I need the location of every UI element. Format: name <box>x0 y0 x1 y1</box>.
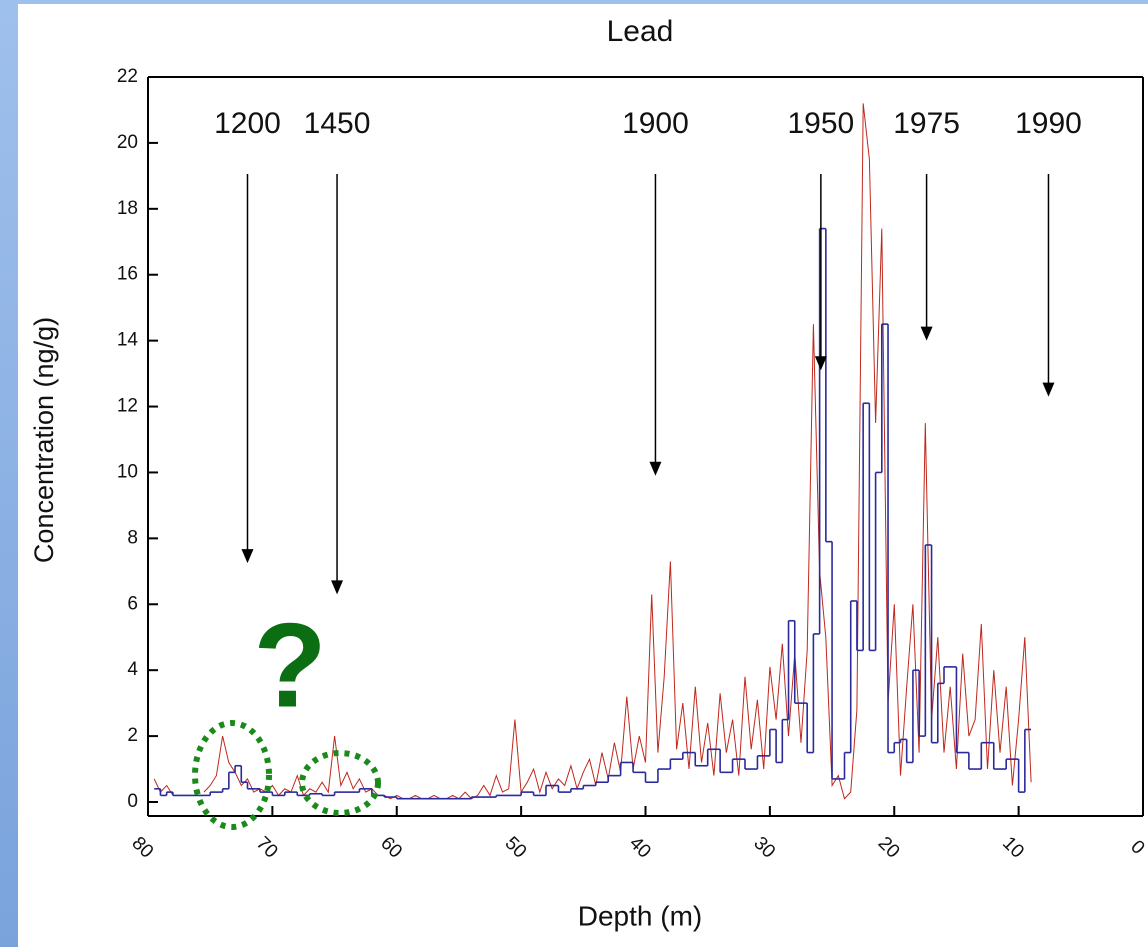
y-tick-label: 12 <box>117 396 138 417</box>
annotation-label: 1450 <box>304 107 371 140</box>
highlight-circle <box>299 750 381 816</box>
arrow-head <box>1042 382 1055 397</box>
annotation-label: 1200 <box>214 107 281 140</box>
y-tick-label: 4 <box>127 659 138 680</box>
y-tick-label: 14 <box>117 330 139 351</box>
chart-title: Lead <box>607 15 674 48</box>
y-tick-label: 8 <box>127 527 138 548</box>
arrow-head <box>241 549 254 564</box>
y-tick-label: 2 <box>127 725 138 746</box>
question-mark: ? <box>253 599 326 733</box>
y-tick-label: 6 <box>127 593 138 614</box>
arrow-head <box>920 326 933 341</box>
y-tick-label: 20 <box>117 132 138 153</box>
y-tick-label: 10 <box>117 461 138 482</box>
y-tick-label: 18 <box>117 198 138 219</box>
y-tick-label: 0 <box>127 791 138 812</box>
annotation-label: 1975 <box>893 107 960 140</box>
annotation-label: 1950 <box>787 107 854 140</box>
series-line <box>153 103 1032 800</box>
arrow-head <box>814 356 827 371</box>
y-axis-label: Concentration (ng/g) <box>29 317 59 563</box>
arrow-head <box>649 461 662 476</box>
highlight-circle <box>192 720 272 830</box>
panel <box>18 4 1148 947</box>
y-tick-label: 22 <box>117 66 138 87</box>
x-axis-label: Depth (m) <box>578 900 702 931</box>
y-tick-label: 16 <box>117 264 138 285</box>
arrow-head <box>331 580 344 595</box>
annotation-label: 1990 <box>1015 107 1082 140</box>
annotation-label: 1900 <box>622 107 689 140</box>
